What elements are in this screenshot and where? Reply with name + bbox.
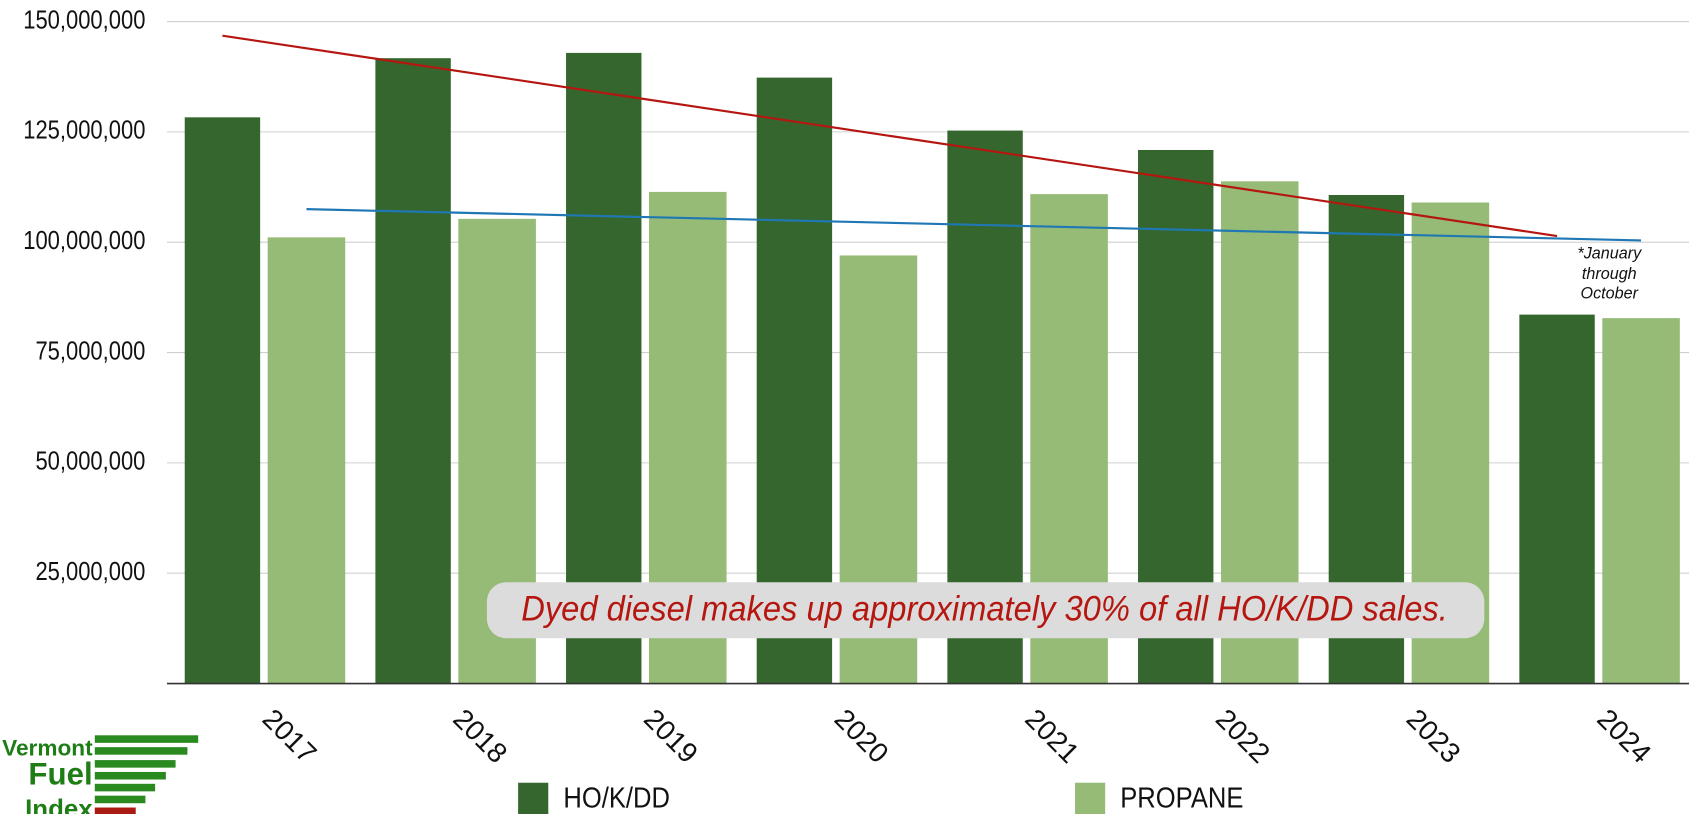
legend-swatch (1075, 782, 1106, 814)
logo-bar (94, 735, 199, 743)
logo-text: Vermont (2, 735, 93, 760)
legend-label: HO/K/DD (563, 781, 670, 814)
trend-line (222, 34, 1558, 238)
logo-text: Fuel (28, 757, 92, 792)
logo-text: Index (25, 796, 93, 814)
y-tick-label: 125,000,000 (23, 116, 145, 145)
x-tick-label: 2018 (447, 703, 513, 769)
bar (184, 117, 261, 684)
y-tick-label: 75,000,000 (35, 337, 145, 366)
x-tick-label: 2021 (1019, 703, 1085, 769)
legend-label: PROPANE (1120, 781, 1243, 814)
legend-swatch (518, 782, 549, 814)
x-tick-label: 2020 (829, 703, 895, 769)
logo-bar (94, 795, 146, 804)
logo-bar (94, 807, 136, 814)
logo-bar (94, 783, 156, 792)
trend-line (306, 208, 1642, 242)
bar (375, 58, 451, 684)
note: through (1582, 265, 1637, 283)
bar (1602, 318, 1680, 684)
logo-bar (94, 747, 188, 755)
note: October (1581, 285, 1639, 303)
x-tick-label: 2023 (1401, 703, 1467, 769)
x-tick-label: 2019 (638, 703, 704, 769)
y-tick-label: 25,000,000 (35, 557, 145, 586)
bar (566, 52, 642, 684)
callout-box (486, 582, 1485, 639)
y-tick-label: 150,000,000 (23, 6, 145, 35)
logo-bar (94, 760, 176, 768)
note: *January (1577, 245, 1642, 263)
logo-bar (94, 771, 166, 780)
x-tick-label: 2024 (1591, 703, 1657, 769)
y-tick-label: 50,000,000 (35, 447, 145, 476)
x-tick-label: 2022 (1210, 703, 1276, 769)
x-tick-label: 2017 (257, 703, 323, 769)
logo: Vermont Fuel Index (2, 735, 199, 814)
y-tick-label: 100,000,000 (23, 226, 145, 255)
bar (1519, 314, 1595, 684)
callout-text: Dyed diesel makes up approximately 30% o… (521, 589, 1448, 629)
bar (267, 237, 346, 684)
